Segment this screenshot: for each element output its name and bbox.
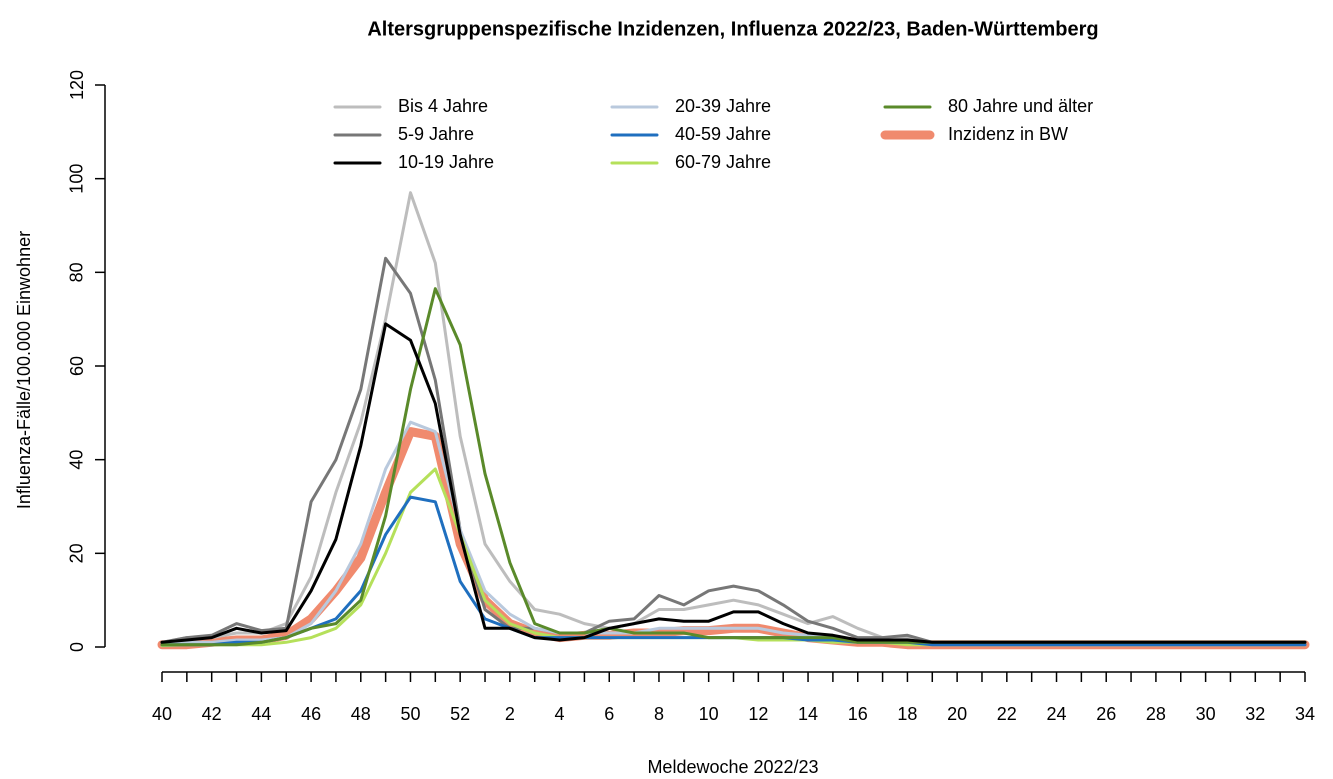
legend-label: Bis 4 Jahre [398,96,488,116]
x-tick-label: 42 [202,704,222,724]
x-tick-label: 50 [400,704,420,724]
x-tick-label: 8 [654,704,664,724]
x-tick-label: 40 [152,704,172,724]
series-line [160,256,1307,644]
y-tick-label: 60 [67,356,87,376]
x-tick-label: 12 [748,704,768,724]
x-tick-label: 20 [947,704,967,724]
y-tick-label: 0 [67,642,87,652]
x-tick-label: 24 [1047,704,1067,724]
x-tick-label: 48 [351,704,371,724]
x-tick-label: 46 [301,704,321,724]
x-axis-label: Meldewoche 2022/23 [647,757,818,777]
series-line [160,191,1307,644]
legend-label: 20-39 Jahre [675,96,771,116]
legend-label: Inzidenz in BW [948,124,1068,144]
x-tick-label: 18 [897,704,917,724]
x-tick-label: 16 [848,704,868,724]
y-tick-label: 120 [67,70,87,100]
series-line [160,322,1307,644]
y-tick-label: 80 [67,262,87,282]
legend-label: 80 Jahre und älter [948,96,1093,116]
x-tick-label: 4 [555,704,565,724]
y-tick-label: 40 [67,450,87,470]
chart-title: Altersgruppenspezifische Inzidenzen, Inf… [367,18,1098,40]
x-tick-label: 30 [1196,704,1216,724]
x-tick-label: 22 [997,704,1017,724]
x-tick-label: 52 [450,704,470,724]
x-tick-label: 10 [699,704,719,724]
x-tick-label: 34 [1295,704,1315,724]
y-axis-label: Influenza-Fälle/100.000 Einwohner [14,231,34,509]
y-tick-label: 100 [67,164,87,194]
x-tick-label: 2 [505,704,515,724]
y-tick-label: 20 [67,543,87,563]
legend-label: 5-9 Jahre [398,124,474,144]
x-tick-label: 6 [604,704,614,724]
legend-label: 60-79 Jahre [675,152,771,172]
x-tick-label: 28 [1146,704,1166,724]
x-tick-label: 14 [798,704,818,724]
x-tick-label: 32 [1245,704,1265,724]
x-tick-label: 44 [251,704,271,724]
legend-label: 10-19 Jahre [398,152,494,172]
legend-label: 40-59 Jahre [675,124,771,144]
x-tick-label: 26 [1096,704,1116,724]
